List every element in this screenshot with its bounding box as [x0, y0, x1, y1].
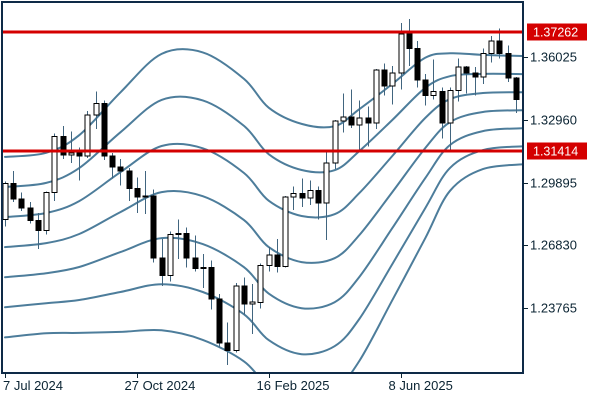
- band-lower-3-line: [4, 163, 522, 372]
- candlestick-series: [3, 18, 520, 365]
- candle-down: [315, 190, 322, 204]
- candle-down: [183, 233, 190, 259]
- candle-down: [381, 69, 388, 87]
- candle-down: [348, 116, 355, 126]
- candle-up: [200, 266, 207, 269]
- candle-down: [505, 53, 512, 79]
- candle-up: [398, 33, 405, 74]
- candle-down: [60, 135, 67, 156]
- candle-up: [430, 90, 437, 96]
- candle-down: [117, 166, 124, 172]
- candle-down: [76, 152, 83, 157]
- candle-up: [175, 233, 182, 236]
- candle-down: [496, 40, 503, 55]
- y-axis: 1.36025 1.32960 1.29895 1.26830 1.23765: [523, 50, 577, 316]
- candle-up: [290, 193, 297, 198]
- candle-up: [356, 117, 363, 126]
- candle-up: [68, 152, 75, 156]
- candle-down: [414, 47, 421, 81]
- candle-up: [447, 89, 454, 124]
- price-line-label-text: 1.31414: [533, 145, 578, 159]
- candle-down: [513, 77, 520, 100]
- y-axis-label: 1.23765: [530, 301, 577, 316]
- candle-down: [472, 72, 479, 78]
- band-lower-2-line: [4, 145, 522, 356]
- candle-up: [233, 285, 240, 351]
- candle-down: [241, 285, 248, 305]
- price-line-label-box: [527, 142, 587, 160]
- candle-up: [373, 69, 380, 124]
- candle-down: [422, 79, 429, 96]
- candle-down: [192, 257, 199, 269]
- plot-area: [3, 18, 522, 372]
- candle-down: [101, 103, 108, 157]
- y-axis-label: 1.26830: [530, 238, 577, 253]
- candle-down: [109, 155, 116, 168]
- chart-border: [1, 1, 524, 374]
- x-axis-label: 8 Jun 2025: [389, 378, 453, 393]
- x-axis: 7 Jul 2024 27 Oct 2024 16 Feb 2025 8 Jun 20…: [3, 373, 453, 393]
- candle-up: [167, 234, 174, 277]
- candle-down: [439, 90, 446, 124]
- candle-down: [406, 33, 413, 49]
- candle-up: [488, 40, 495, 55]
- candle-down: [27, 207, 34, 221]
- candle-up: [282, 196, 289, 267]
- y-axis-label: 1.29895: [530, 176, 577, 191]
- candle-down: [10, 183, 17, 200]
- candle-down: [150, 195, 157, 259]
- candle-down: [224, 342, 231, 351]
- candle-up: [257, 264, 264, 303]
- price-line-label: 1.31414: [527, 142, 587, 160]
- candle-down: [134, 188, 141, 198]
- candle-down: [159, 257, 166, 277]
- candle-up: [3, 183, 9, 220]
- candle-up: [455, 66, 462, 91]
- candle-up: [43, 192, 50, 232]
- candle-down: [208, 266, 215, 300]
- candle-down: [365, 117, 372, 124]
- candle-down: [216, 298, 223, 344]
- candle-down: [463, 66, 470, 74]
- candle-down: [35, 219, 42, 232]
- candle-up: [340, 116, 347, 122]
- band-upper-1-line: [4, 91, 522, 219]
- x-axis-label: 7 Jul 2024: [3, 378, 63, 393]
- candle-up: [142, 195, 149, 198]
- candle-up: [480, 53, 487, 78]
- candle-down: [299, 193, 306, 199]
- price-line-label-text: 1.37262: [533, 26, 578, 40]
- candle-up: [93, 103, 100, 116]
- candle-up: [307, 190, 314, 199]
- candle-up: [249, 301, 256, 305]
- band-upper-2-line: [4, 72, 522, 188]
- price-line-label-box: [527, 23, 587, 41]
- candle-up: [51, 135, 58, 194]
- x-axis-label: 16 Feb 2025: [257, 378, 330, 393]
- candle-up: [84, 114, 91, 157]
- candle-up: [332, 120, 339, 164]
- band-upper-3-line: [4, 48, 522, 158]
- candle-down: [274, 254, 281, 267]
- band-lower-1-line: [4, 127, 522, 310]
- candle-down: [18, 198, 25, 209]
- candle-down: [126, 170, 133, 190]
- candle-up: [389, 72, 396, 87]
- x-axis-label: 27 Oct 2024: [125, 378, 196, 393]
- candle-up: [323, 162, 330, 204]
- price-line-label: 1.37262: [527, 23, 587, 41]
- y-axis-label: 1.32960: [530, 113, 577, 128]
- candle-up: [266, 254, 273, 266]
- y-axis-label: 1.36025: [530, 50, 577, 65]
- bollinger-bands: [4, 48, 522, 372]
